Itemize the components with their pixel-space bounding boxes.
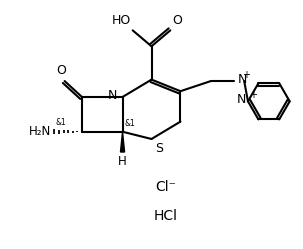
Text: HCl: HCl	[154, 209, 178, 223]
Text: O: O	[56, 64, 66, 77]
Text: N: N	[108, 89, 117, 102]
Text: &1: &1	[55, 118, 66, 126]
Text: N: N	[236, 93, 246, 106]
Text: O: O	[172, 14, 182, 27]
Text: H: H	[118, 155, 127, 169]
Text: S: S	[155, 142, 163, 155]
Text: +: +	[249, 90, 257, 100]
Text: Cl⁻: Cl⁻	[155, 180, 176, 194]
Polygon shape	[121, 132, 125, 152]
Text: H₂N: H₂N	[29, 125, 51, 138]
Text: +: +	[242, 70, 250, 80]
Text: HO: HO	[112, 14, 131, 27]
Text: N: N	[238, 73, 247, 86]
Text: &1: &1	[125, 119, 135, 128]
